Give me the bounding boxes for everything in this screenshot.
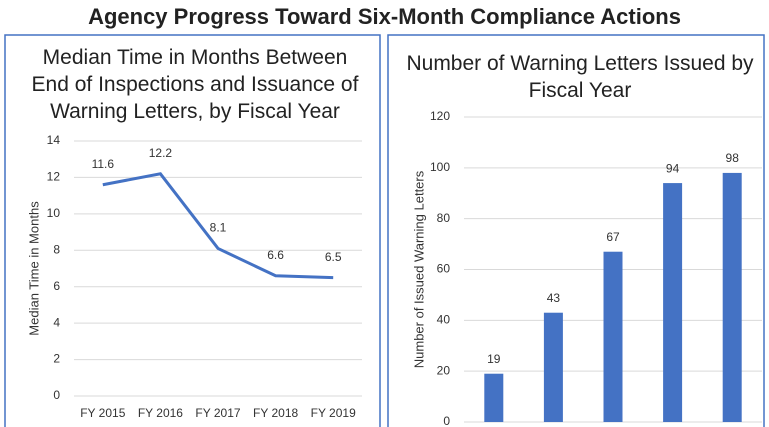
y-tick-label: 80: [437, 211, 451, 225]
data-label: 12.2: [149, 146, 173, 160]
bar: [484, 373, 504, 422]
x-tick-label: FY 2015: [80, 406, 125, 420]
bar: [603, 251, 623, 422]
y-tick-label: 60: [437, 262, 451, 276]
y-tick-label: 12: [47, 170, 61, 184]
y-tick-label: 0: [443, 414, 450, 427]
data-label: 67: [606, 230, 620, 244]
bar: [663, 183, 683, 422]
line: [102, 172, 334, 280]
x-tick-label: FY 2019: [311, 406, 356, 420]
page-title: Agency Progress Toward Six-Month Complia…: [88, 4, 681, 29]
x-tick-label: FY 2016: [138, 406, 183, 420]
chart-title: Number of Warning Letters Issued by Fisc…: [406, 52, 754, 102]
y-tick-label: 40: [437, 313, 451, 327]
x-tick-label: FY 2018: [253, 406, 298, 420]
x-tick-label: FY 2017: [195, 406, 240, 420]
bar: [543, 312, 563, 422]
y-tick-label: 10: [47, 206, 61, 220]
data-label: 43: [547, 291, 561, 305]
y-tick-label: 100: [430, 160, 450, 174]
y-axis-label: Number of Issued Warning Letters: [411, 170, 426, 368]
y-tick-label: 2: [53, 352, 60, 366]
data-label: 11.6: [92, 157, 115, 171]
y-tick-label: 6: [53, 279, 60, 293]
panel-border: [4, 34, 381, 427]
y-tick-label: 120: [430, 109, 450, 123]
data-label: 8.1: [210, 221, 227, 235]
y-axis-label: Median Time in Months: [26, 201, 41, 336]
y-tick-label: 20: [437, 363, 451, 377]
data-label: 6.6: [267, 248, 284, 262]
y-tick-label: 8: [53, 242, 60, 256]
bar: [722, 172, 742, 422]
data-label: 98: [726, 151, 740, 165]
data-label: 6.5: [325, 250, 342, 264]
y-tick-label: 14: [47, 133, 61, 147]
data-label: 94: [666, 161, 680, 175]
chart-title: Median Time in Months Between End of Ins…: [31, 46, 359, 123]
y-tick-label: 4: [53, 315, 60, 329]
panel-border: [387, 34, 765, 427]
data-label: 19: [487, 352, 501, 366]
y-tick-label: 0: [53, 388, 60, 402]
